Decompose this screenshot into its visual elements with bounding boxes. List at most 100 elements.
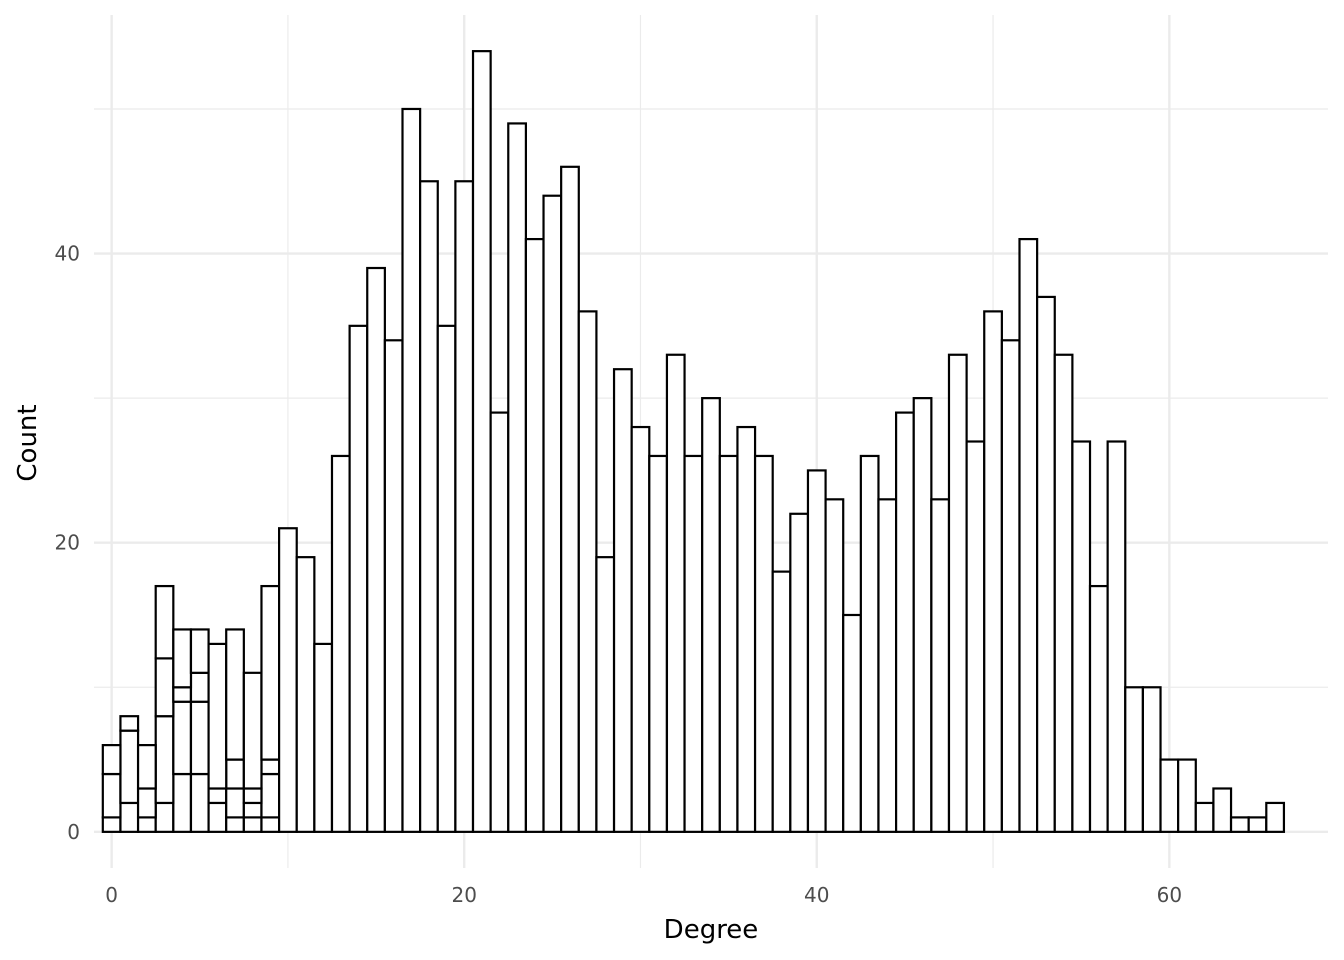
histogram-bar	[260, 816, 281, 833]
x-tick-label: 60	[1157, 883, 1182, 907]
histogram-bar	[136, 816, 157, 833]
histogram-bar	[172, 686, 193, 703]
histogram-bar	[595, 556, 616, 833]
histogram-bar	[894, 411, 915, 833]
histogram-bar	[877, 498, 898, 833]
histogram-bar	[401, 107, 422, 833]
x-tick-label: 0	[105, 883, 118, 907]
histogram-bar	[101, 744, 122, 776]
histogram-bar	[648, 454, 669, 833]
histogram-bar	[1194, 801, 1215, 833]
histogram-bar	[330, 454, 351, 833]
histogram-bar	[313, 642, 334, 833]
histogram-bar	[136, 744, 157, 790]
histogram-bar	[683, 454, 704, 833]
histogram-bar	[1124, 686, 1145, 833]
histogram-bar	[225, 758, 245, 790]
histogram-bar	[507, 122, 527, 833]
histogram-bar	[1018, 237, 1039, 833]
histogram-bar	[101, 816, 122, 833]
histogram-bar	[119, 729, 140, 805]
histogram-bar	[278, 527, 298, 833]
histogram-bar	[930, 498, 951, 833]
histogram-bar	[789, 512, 810, 833]
histogram-bar	[965, 440, 986, 833]
histogram-bar	[260, 584, 281, 761]
histogram-bar	[1229, 816, 1250, 833]
histogram-bar	[366, 266, 386, 833]
x-axis-title: Degree	[664, 915, 759, 945]
histogram-bar	[348, 324, 369, 833]
histogram-bar	[630, 425, 651, 833]
y-axis-title: Count	[13, 404, 43, 481]
histogram-bar	[101, 772, 122, 819]
histogram-bar	[207, 801, 228, 833]
histogram-bar	[1141, 686, 1162, 833]
histogram-bar	[1247, 816, 1268, 833]
histogram-bar	[454, 180, 475, 833]
histogram-bar	[172, 772, 193, 833]
histogram-bar	[1088, 584, 1109, 833]
histogram-bar	[1106, 440, 1127, 833]
histogram-bar	[119, 801, 140, 833]
histogram-bar	[1071, 440, 1092, 833]
histogram-bar	[242, 671, 263, 790]
histogram-bar	[154, 801, 175, 833]
histogram-bar	[524, 237, 545, 833]
histogram-bar	[947, 353, 968, 833]
histogram-bar	[1000, 339, 1021, 833]
histogram-bar	[154, 657, 175, 718]
histogram-bar	[172, 628, 193, 689]
axis-tick-labels: 0 20 40 60 0 20 40	[55, 242, 1183, 907]
histogram-bar	[824, 498, 845, 833]
histogram-bar	[471, 50, 492, 833]
histogram-bar	[119, 715, 140, 732]
histogram-bar	[436, 324, 457, 833]
histogram-bar	[207, 642, 228, 790]
histogram-bar	[1177, 758, 1197, 833]
histogram-bar	[260, 758, 281, 776]
histogram-bar	[189, 628, 210, 674]
histogram-bar	[701, 397, 721, 833]
y-tick-label: 40	[55, 242, 80, 266]
histogram-bar	[242, 816, 263, 833]
histogram-bar	[1265, 801, 1286, 833]
histogram-bar	[983, 310, 1003, 833]
histogram-bar	[260, 772, 281, 819]
histogram-bar	[295, 556, 316, 833]
x-tick-label: 40	[804, 883, 829, 907]
histogram-bar	[859, 454, 880, 833]
histogram-bar	[612, 368, 633, 833]
y-tick-label: 0	[67, 820, 80, 844]
histogram-bar	[718, 454, 739, 833]
histogram-bar	[242, 787, 263, 805]
y-tick-label: 20	[55, 531, 80, 555]
histogram-bar	[577, 310, 598, 833]
histogram-bar	[560, 165, 580, 833]
histogram-bar	[189, 772, 210, 833]
histogram-bar	[225, 787, 245, 819]
histogram-bar	[419, 180, 439, 833]
histogram-bar	[771, 570, 792, 833]
histogram-bar	[842, 613, 862, 833]
histogram-bar	[242, 801, 263, 819]
histogram-bar	[154, 715, 175, 805]
histogram-bar	[225, 628, 245, 761]
histogram-bar	[1036, 295, 1056, 833]
histogram-bars	[101, 50, 1286, 833]
histogram-bar	[207, 787, 228, 805]
histogram-bar	[665, 353, 686, 833]
histogram-bar	[542, 194, 563, 833]
histogram-bar	[383, 339, 404, 833]
histogram-bar	[136, 787, 157, 819]
histogram-bar	[1212, 787, 1233, 833]
histogram-bar	[225, 816, 245, 833]
histogram-bar	[189, 700, 210, 776]
histogram-bar	[189, 671, 210, 703]
histogram-bar	[154, 584, 175, 660]
histogram-bar	[1159, 758, 1180, 833]
histogram-bar	[172, 700, 193, 776]
histogram-bar	[912, 397, 933, 833]
histogram-bar	[753, 454, 774, 833]
